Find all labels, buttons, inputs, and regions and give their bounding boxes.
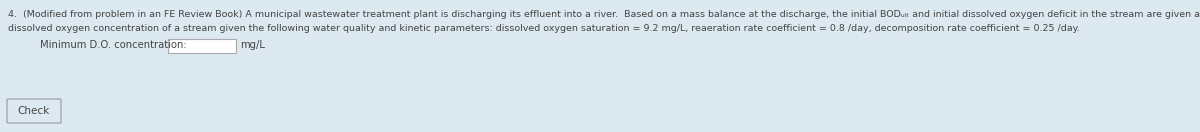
Text: Minimum D.O. concentration:: Minimum D.O. concentration: <box>40 40 187 50</box>
Bar <box>168 39 236 53</box>
Text: Check: Check <box>18 106 50 116</box>
FancyBboxPatch shape <box>7 99 61 123</box>
Text: dissolved oxygen concentration of a stream given the following water quality and: dissolved oxygen concentration of a stre… <box>8 24 1080 33</box>
Text: 4.  (Modified from problem in an FE Review Book) A municipal wastewater treatmen: 4. (Modified from problem in an FE Revie… <box>8 10 1200 19</box>
Text: mg/L: mg/L <box>240 40 265 50</box>
